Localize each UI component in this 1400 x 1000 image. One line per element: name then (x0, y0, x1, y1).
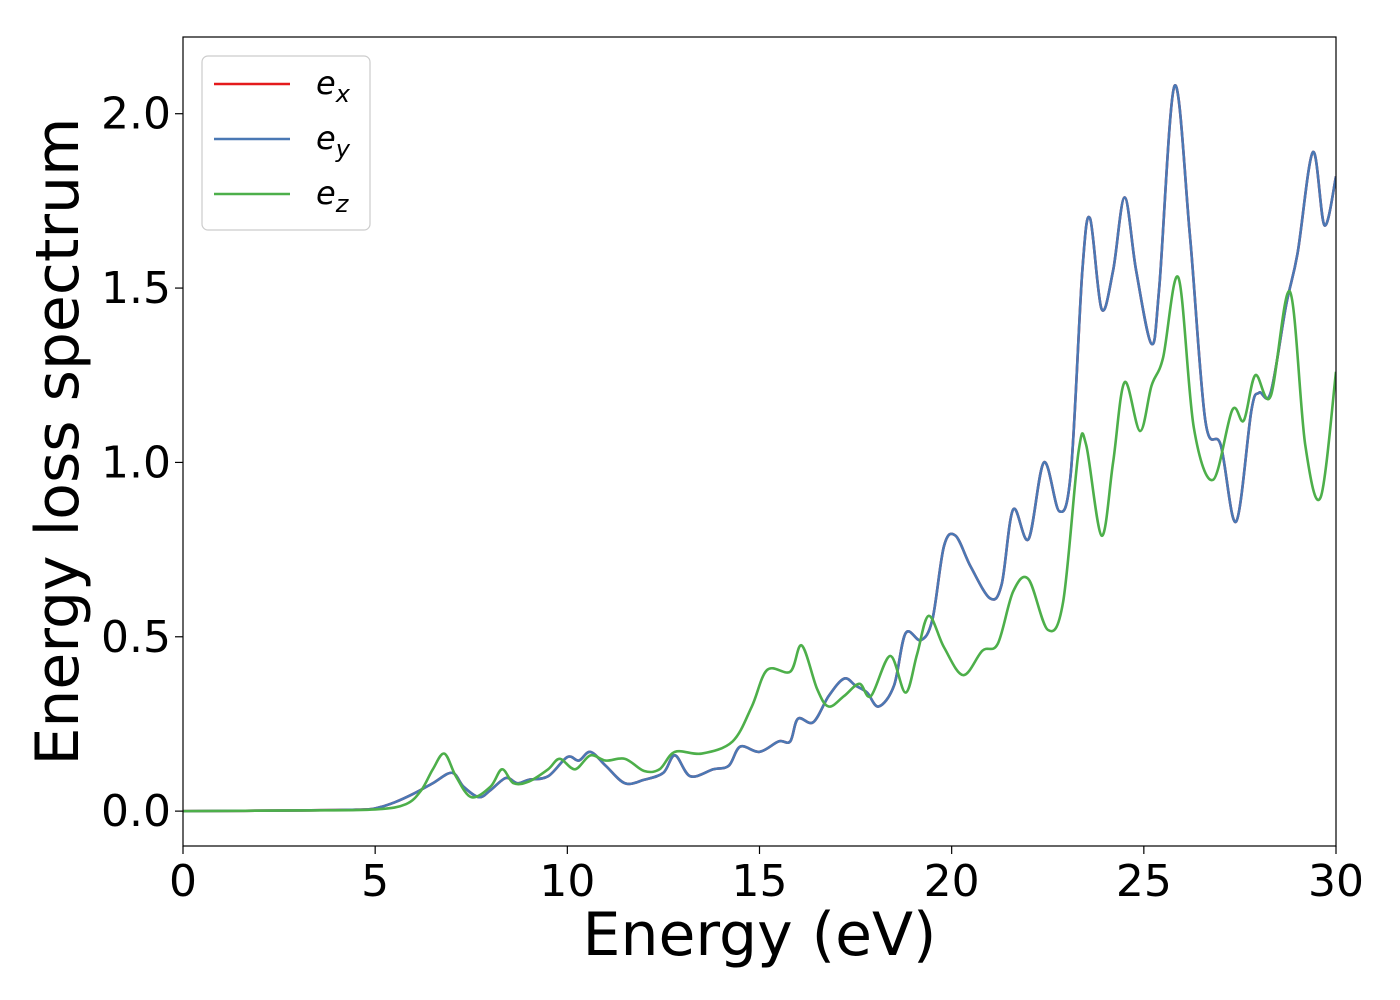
x-axis-title: Energy (eV) (583, 900, 937, 970)
legend-box (201, 55, 371, 231)
x-axis: 0 5 10 15 20 25 30 (169, 846, 1364, 907)
x-tick-label: 25 (1116, 856, 1172, 907)
legend-label: ex (316, 64, 351, 108)
y-tick-label: 1.5 (101, 263, 171, 314)
y-axis-title: Energy loss spectrum (23, 117, 93, 765)
y-tick-label: 1.0 (101, 437, 171, 488)
legend: ex ey ez (201, 55, 371, 231)
y-tick-label: 0.0 (101, 786, 171, 837)
series-layer (183, 84, 1336, 813)
x-tick-label: 20 (924, 856, 980, 907)
x-tick-label: 30 (1308, 856, 1364, 907)
x-tick-label: 10 (539, 856, 595, 907)
y-tick-label: 2.0 (101, 89, 171, 140)
y-axis: 0.0 0.5 1.0 1.5 2.0 (101, 89, 183, 837)
x-tick-label: 15 (732, 856, 788, 907)
series-line-z (183, 275, 1336, 813)
legend-label: ey (316, 119, 351, 163)
x-tick-label: 0 (169, 856, 197, 907)
x-tick-label: 5 (361, 856, 389, 907)
legend-label: ez (316, 174, 350, 218)
y-tick-label: 0.5 (101, 612, 171, 663)
